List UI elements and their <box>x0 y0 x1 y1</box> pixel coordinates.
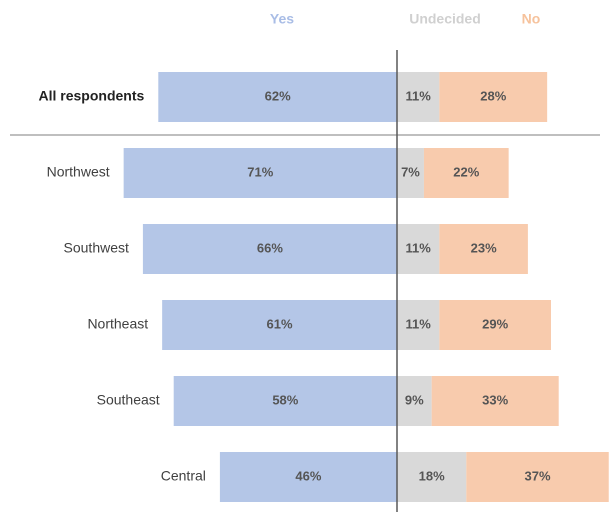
value-label: 71% <box>247 164 273 179</box>
bar-segment <box>397 452 467 502</box>
bar-segment <box>397 376 432 426</box>
bar-segment <box>423 148 509 198</box>
bar-segment <box>142 224 397 274</box>
bar-segment <box>173 376 397 426</box>
value-label: 28% <box>480 88 506 103</box>
bar-segment <box>158 72 397 122</box>
bar-segment <box>439 72 548 122</box>
bar-segment <box>431 376 559 426</box>
value-label: 46% <box>295 468 321 483</box>
category-label: Northwest <box>47 164 110 180</box>
category-label: All respondents <box>39 88 145 104</box>
value-label: 58% <box>272 392 298 407</box>
bar-segment <box>219 452 397 502</box>
value-label: 23% <box>471 240 497 255</box>
bar-segment <box>397 300 440 350</box>
bar-segment <box>397 148 424 198</box>
bar-segment <box>162 300 397 350</box>
value-label: 61% <box>267 316 293 331</box>
bar-segment <box>439 300 551 350</box>
value-label: 62% <box>265 88 291 103</box>
bar-segment <box>466 452 609 502</box>
value-label: 9% <box>405 392 424 407</box>
value-label: 22% <box>453 164 479 179</box>
bar-segment <box>397 224 440 274</box>
category-label: Central <box>161 468 206 484</box>
value-label: 33% <box>482 392 508 407</box>
category-label: Southeast <box>97 392 160 408</box>
value-label: 7% <box>401 164 420 179</box>
value-label: 29% <box>482 316 508 331</box>
bar-segment <box>397 72 440 122</box>
value-label: 11% <box>406 316 432 331</box>
legend-label: Yes <box>270 11 294 27</box>
value-label: 11% <box>406 88 432 103</box>
value-label: 37% <box>525 468 551 483</box>
value-label: 18% <box>419 468 445 483</box>
bar-segment <box>123 148 398 198</box>
category-label: Northeast <box>87 316 148 332</box>
legend-label: No <box>522 11 541 27</box>
value-label: 11% <box>406 240 432 255</box>
value-label: 66% <box>257 240 283 255</box>
category-label: Southwest <box>64 240 129 256</box>
bar-segment <box>439 224 528 274</box>
legend-label: Undecided <box>409 11 481 27</box>
